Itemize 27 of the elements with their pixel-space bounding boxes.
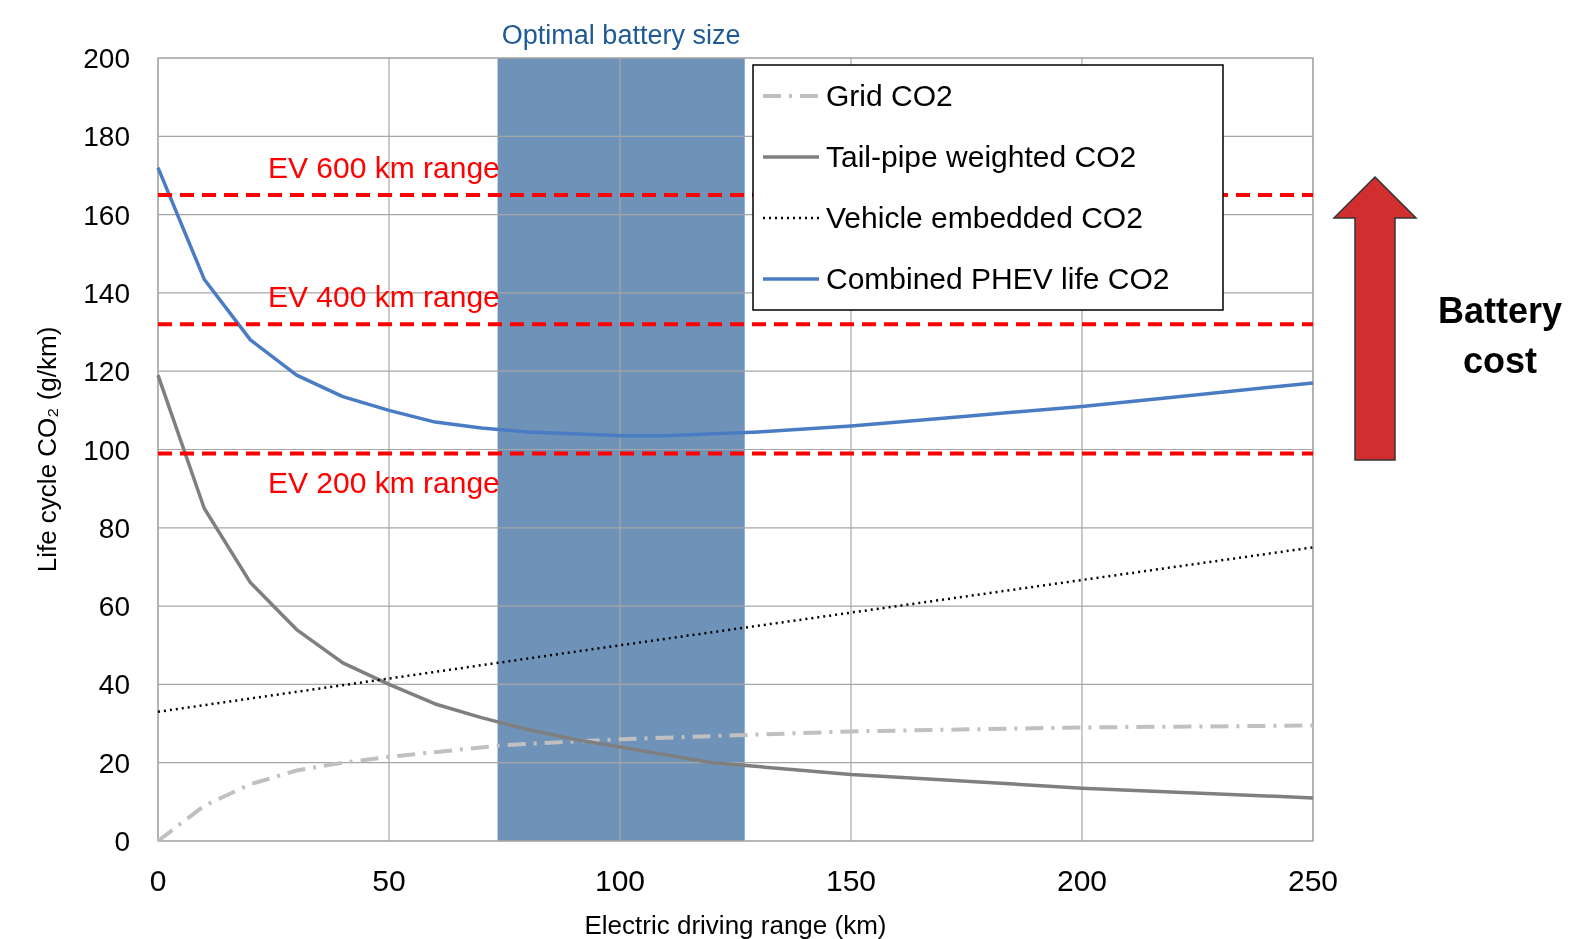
y-tick-label: 40 (98, 669, 130, 701)
ref-line-label: EV 400 km range (268, 280, 500, 314)
legend-label: Vehicle embedded CO2 (826, 201, 1143, 234)
legend-label: Grid CO2 (826, 79, 953, 112)
x-tick-label: 100 (594, 864, 646, 897)
x-tick-label: 0 (149, 864, 167, 897)
y-tick-label: 80 (98, 512, 130, 544)
y-tick-label: 60 (98, 591, 130, 623)
line-series (156, 373, 1315, 800)
y-axis-title: Life cycle CO₂ (g/km) (32, 326, 62, 573)
y-tick-label: 140 (83, 277, 130, 309)
text: Battery cost (1437, 290, 1563, 381)
y-tick-label: 20 (98, 747, 130, 779)
x-tick-label: 150 (825, 864, 877, 897)
legend-label: Combined PHEV life CO2 (826, 262, 1170, 295)
y-tick-label: 0 (114, 826, 130, 857)
x-tick-label: 50 (372, 864, 406, 897)
x-tick-label: 250 (1287, 864, 1339, 897)
y-tick-label: 180 (83, 121, 130, 153)
band-label: Optimal battery size (501, 20, 741, 50)
y-tick-label: 200 (83, 43, 130, 74)
legend-label: Tail-pipe weighted CO2 (826, 140, 1137, 173)
x-tick-label: 200 (1056, 864, 1108, 897)
y-tick-label: 120 (83, 356, 130, 388)
x-axis-title: Electric driving range (km) (584, 910, 887, 939)
y-tick-label: 160 (83, 199, 130, 231)
y-tick-label: 100 (83, 434, 130, 466)
